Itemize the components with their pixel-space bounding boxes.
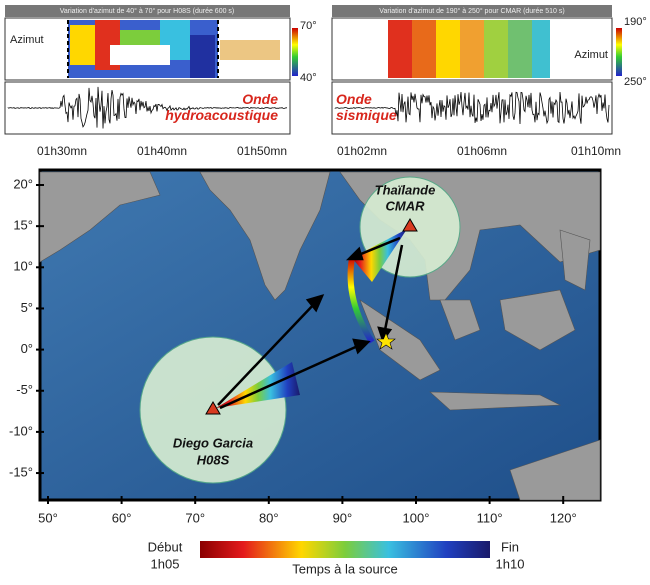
time-label: 01h06mn (457, 144, 507, 158)
station-code: H08S (197, 452, 230, 467)
band (532, 20, 538, 78)
lon-label: 120° (550, 510, 577, 525)
page: {"left_panel":{"header":"Variation d'azi… (0, 0, 650, 585)
band (538, 20, 544, 78)
band (466, 20, 472, 78)
lon-label: 80° (259, 510, 279, 525)
band (544, 20, 550, 78)
panel-header: Variation d'azimut de 190° à 250° pour C… (379, 7, 564, 15)
band (484, 20, 490, 78)
lat-label: 15° (13, 218, 33, 233)
time-label: 01h30mn (37, 144, 87, 158)
scale-top: 70° (300, 20, 317, 32)
figure: Variation d'azimut de 40° à 70° pour H08… (0, 0, 650, 580)
lon-label: 110° (477, 510, 503, 525)
lat-label: -10° (9, 423, 33, 438)
band (394, 20, 400, 78)
lat-label: -15° (9, 464, 33, 479)
lat-label: 5° (21, 300, 33, 315)
band (418, 20, 424, 78)
lat-label: 20° (13, 176, 33, 191)
band (526, 20, 532, 78)
band (406, 20, 412, 78)
band (460, 20, 466, 78)
axis-label: Azimut (10, 34, 44, 46)
scale-bottom: 250° (624, 76, 647, 88)
station-name: Diego Garcia (173, 435, 253, 450)
colorbar-end: Fin (501, 539, 519, 554)
station-code: CMAR (386, 198, 426, 213)
lon-label: 60° (112, 510, 132, 525)
time-label: 01h50mn (237, 144, 287, 158)
time-label: 01h02mn (337, 144, 387, 158)
band (472, 20, 478, 78)
band (502, 20, 508, 78)
lon-label: 100° (403, 510, 430, 525)
band (424, 20, 430, 78)
panel-header: Variation d'azimut de 40° à 70° pour H08… (60, 7, 235, 15)
band (478, 20, 484, 78)
scale-bottom: 40° (300, 72, 317, 84)
band (436, 20, 442, 78)
band (454, 20, 460, 78)
scale-bar (292, 28, 298, 76)
colorbar-end-time: 1h10 (496, 556, 525, 571)
band (520, 20, 526, 78)
scale-top: 190° (624, 16, 647, 28)
lat-label: 0° (21, 341, 33, 356)
time-label: 01h40mn (137, 144, 187, 158)
band (400, 20, 406, 78)
axis-label: Azimut (574, 49, 608, 61)
band (388, 20, 394, 78)
band (442, 20, 448, 78)
band (448, 20, 454, 78)
azimuth-image (388, 20, 550, 78)
band (430, 20, 436, 78)
scale-bar (616, 28, 622, 76)
lon-label: 50° (38, 510, 58, 525)
band (508, 20, 514, 78)
colorbar-start-time: 1h05 (151, 556, 180, 571)
lat-label: 10° (13, 259, 33, 274)
band (490, 20, 496, 78)
band (514, 20, 520, 78)
lon-label: 70° (185, 510, 205, 525)
colorbar-title: Temps à la source (292, 561, 398, 576)
time-label: 01h10mn (571, 144, 621, 158)
colorbar-start: Début (148, 539, 183, 554)
band (412, 20, 418, 78)
lat-label: -5° (16, 382, 33, 397)
band (496, 20, 502, 78)
station-name: Thaïlande (375, 182, 436, 197)
lon-label: 90° (333, 510, 353, 525)
colorbar (200, 541, 490, 558)
